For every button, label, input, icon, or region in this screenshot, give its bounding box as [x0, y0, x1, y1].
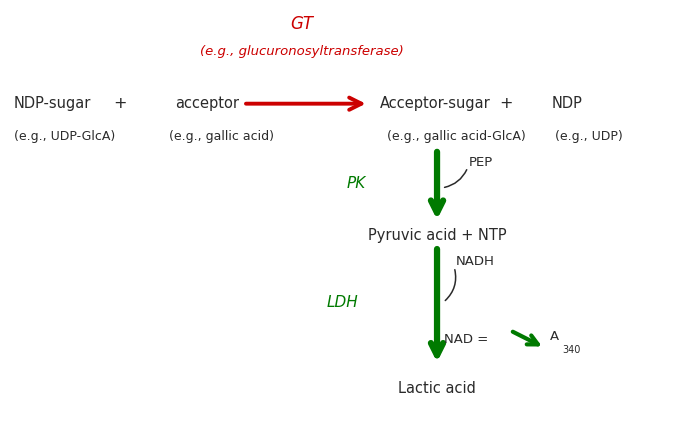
Text: (e.g., glucuronosyltransferase): (e.g., glucuronosyltransferase)	[199, 45, 403, 58]
Text: +: +	[113, 96, 127, 111]
Text: NDP-sugar: NDP-sugar	[14, 96, 91, 111]
Text: NADH: NADH	[456, 255, 495, 268]
Text: 340: 340	[562, 345, 581, 355]
Text: (e.g., gallic acid): (e.g., gallic acid)	[169, 130, 274, 143]
Text: NAD =: NAD =	[444, 333, 488, 346]
FancyArrowPatch shape	[445, 270, 456, 301]
Text: +: +	[499, 96, 512, 111]
Text: Lactic acid: Lactic acid	[398, 381, 476, 396]
Text: A: A	[550, 330, 559, 343]
Text: Pyruvic acid + NTP: Pyruvic acid + NTP	[368, 228, 506, 243]
Text: LDH: LDH	[327, 295, 358, 310]
Text: GT: GT	[290, 15, 313, 33]
Text: PK: PK	[347, 176, 366, 191]
Text: (e.g., UDP-GlcA): (e.g., UDP-GlcA)	[14, 130, 115, 143]
Text: (e.g., UDP): (e.g., UDP)	[555, 130, 623, 143]
Text: PEP: PEP	[469, 156, 493, 168]
Text: acceptor: acceptor	[175, 96, 238, 111]
Text: (e.g., gallic acid-GlcA): (e.g., gallic acid-GlcA)	[387, 130, 526, 143]
Text: Acceptor-sugar: Acceptor-sugar	[380, 96, 491, 111]
FancyArrowPatch shape	[445, 170, 466, 187]
Text: NDP: NDP	[551, 96, 582, 111]
